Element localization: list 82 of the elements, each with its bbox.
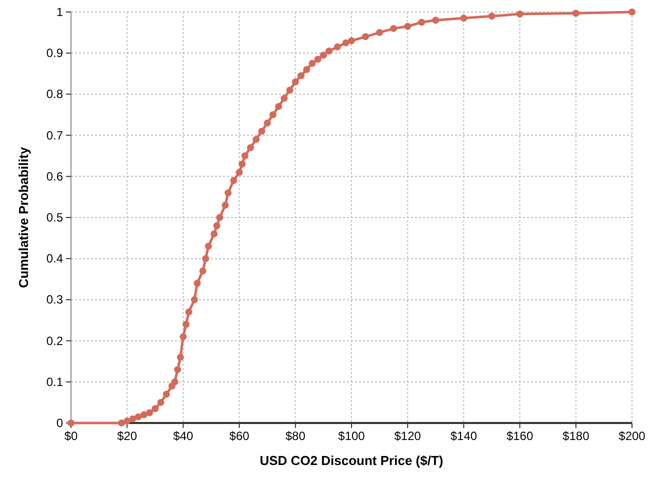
point (199, 267, 206, 274)
x-tick-label: $20 (117, 429, 138, 443)
point (628, 8, 636, 16)
point (308, 60, 316, 67)
point (460, 14, 468, 22)
point (204, 242, 212, 250)
y-tick-label: 1 (56, 5, 64, 19)
x-tick-label: $0 (64, 429, 78, 443)
point (264, 119, 271, 126)
y-tick-label: 0.4 (46, 252, 64, 266)
point (194, 280, 201, 287)
x-tick-label: $80 (285, 429, 306, 443)
y-tick-label: 0.8 (46, 87, 64, 102)
y-tick-label: 0.1 (46, 374, 64, 389)
point (376, 29, 384, 36)
point (152, 405, 159, 412)
y-tick-label: 0.2 (46, 334, 64, 348)
point (129, 415, 136, 422)
point (216, 214, 224, 221)
x-tick-label: $60 (229, 429, 250, 443)
point (210, 230, 218, 238)
point (303, 66, 310, 74)
point (298, 72, 305, 80)
point (404, 22, 412, 30)
point (202, 255, 210, 262)
point (185, 308, 192, 316)
point (572, 10, 580, 17)
point (362, 33, 370, 40)
point (140, 411, 148, 418)
point (326, 48, 333, 55)
y-tick-label: 0.9 (46, 46, 64, 60)
point (418, 18, 426, 26)
point (146, 409, 154, 416)
x-tick-label: $160 (506, 429, 534, 443)
point (432, 16, 440, 24)
point (213, 222, 220, 230)
point (516, 10, 524, 18)
point (247, 144, 254, 152)
point (258, 128, 266, 135)
y-tick-label: 0.6 (46, 169, 64, 184)
y-tick-label: 0.7 (46, 128, 64, 142)
y-axis-title: Cumulative Probability (16, 146, 31, 288)
x-tick-label: $100 (338, 429, 366, 443)
point (222, 202, 229, 209)
point (124, 417, 131, 424)
point (292, 78, 299, 86)
point (118, 420, 125, 426)
x-tick-label: $40 (173, 429, 194, 443)
point (224, 189, 232, 196)
point (286, 86, 294, 94)
point (252, 136, 260, 143)
y-tick-label: 0.5 (46, 210, 64, 224)
point (280, 94, 288, 102)
y-tick-label: 0 (56, 416, 64, 430)
x-axis-title: USD CO2 Discount Price ($/T) (260, 453, 444, 468)
point (334, 43, 341, 50)
x-tick-label: $140 (450, 429, 478, 443)
point (171, 378, 178, 386)
x-tick-label: $180 (562, 429, 590, 443)
point (180, 333, 187, 340)
y-tick-label: 0.3 (46, 292, 64, 307)
point (241, 152, 248, 160)
point (390, 24, 398, 32)
x-tick-label: $120 (394, 429, 422, 443)
point (162, 390, 170, 398)
point (342, 39, 350, 46)
point (320, 52, 327, 59)
point (174, 366, 182, 374)
x-tick-label: $200 (618, 429, 646, 443)
point (134, 413, 142, 420)
point (190, 296, 198, 304)
point (157, 398, 164, 406)
point (275, 103, 282, 110)
point (488, 12, 496, 20)
point (314, 56, 322, 63)
point (348, 37, 355, 44)
point (182, 320, 190, 328)
point (236, 168, 243, 176)
point (230, 177, 238, 184)
point (238, 160, 246, 168)
point (176, 354, 184, 361)
point (269, 111, 276, 118)
